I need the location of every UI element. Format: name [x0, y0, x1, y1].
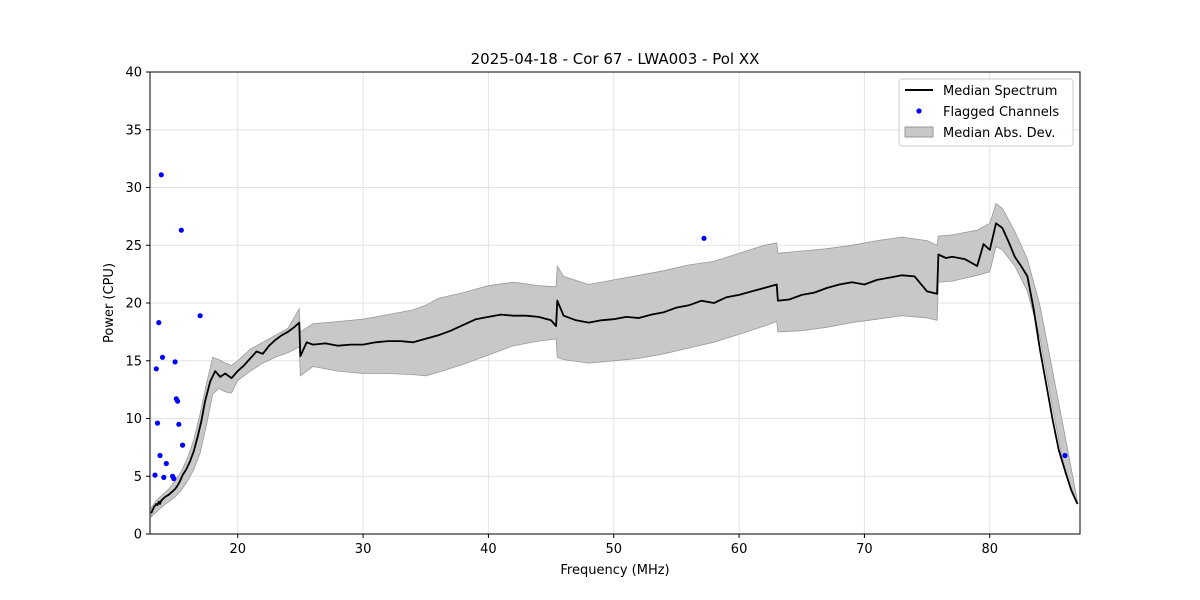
x-tick-label: 30: [355, 542, 372, 557]
flagged-channel-point: [158, 172, 164, 178]
legend: Median Spectrum Flagged Channels Median …: [898, 78, 1074, 147]
y-tick-label: 35: [125, 123, 142, 138]
y-tick-label: 30: [125, 181, 142, 196]
flagged-channel-point: [176, 421, 182, 427]
legend-median-spectrum: Median Spectrum: [943, 84, 1057, 99]
y-tick-label: 5: [134, 470, 142, 485]
flagged-channel-point: [1062, 452, 1068, 459]
flagged-channel-point: [171, 476, 177, 482]
legend-band-swatch: [904, 126, 934, 138]
x-tick-label: 40: [480, 542, 497, 557]
flagged-channel-point: [701, 235, 707, 241]
y-axis-ticks: 0 5 10 15 20 25 30 35 40: [125, 66, 150, 543]
flagged-channel-point: [163, 460, 169, 467]
flagged-channel-point: [178, 227, 184, 233]
flagged-channel-point: [152, 472, 158, 478]
flagged-channel-point: [172, 359, 178, 365]
legend-box: [898, 78, 1074, 147]
legend-dot-swatch: [916, 108, 922, 114]
flagged-channel-point: [157, 452, 163, 459]
flagged-channel-point: [153, 366, 159, 372]
y-tick-label: 15: [125, 354, 142, 369]
x-tick-label: 80: [981, 542, 998, 557]
x-tick-label: 50: [605, 542, 622, 557]
flagged-channel-point: [161, 474, 167, 480]
flagged-channel-point: [197, 313, 203, 319]
median-line-layer: [150, 222, 1079, 514]
y-tick-label: 40: [125, 66, 142, 81]
median-spectrum-line: [150, 222, 1079, 514]
y-tick-label: 20: [125, 297, 142, 312]
legend-median-abs-dev: Median Abs. Dev.: [943, 126, 1055, 141]
flagged-channel-point: [159, 354, 166, 360]
x-axis-ticks: 20 30 40 50 60 70 80: [229, 534, 998, 557]
y-tick-label: 0: [134, 528, 142, 543]
y-axis-label: Power (CPU): [102, 263, 117, 343]
x-tick-label: 20: [229, 542, 246, 557]
flagged-channel-point: [175, 398, 181, 404]
chart-title: 2025-04-18 - Cor 67 - LWA003 - Pol XX: [471, 50, 760, 68]
flagged-channel-point: [156, 320, 162, 326]
flagged-channel-point: [154, 420, 161, 426]
y-tick-label: 25: [125, 239, 142, 254]
x-tick-label: 60: [731, 542, 748, 557]
legend-flagged-channels: Flagged Channels: [943, 105, 1059, 120]
flagged-points-layer: [152, 172, 1068, 482]
x-axis-label: Frequency (MHz): [560, 563, 669, 578]
y-tick-label: 10: [125, 412, 142, 427]
flagged-channel-point: [180, 442, 186, 448]
x-tick-label: 70: [856, 542, 873, 557]
